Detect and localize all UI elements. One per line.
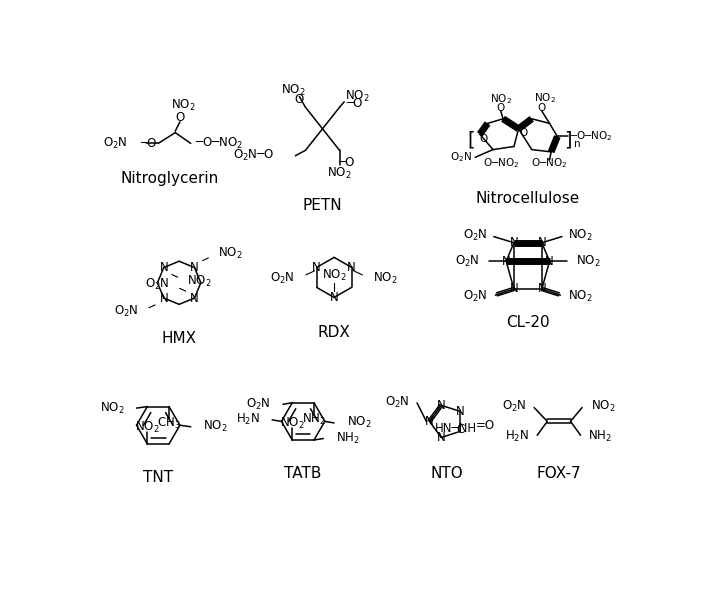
Text: N: N <box>537 282 546 295</box>
Text: O─NO$_2$: O─NO$_2$ <box>482 156 519 170</box>
Text: NO$_2$: NO$_2$ <box>568 289 593 304</box>
Text: CL-20: CL-20 <box>506 316 549 330</box>
Text: NO$_2$: NO$_2$ <box>373 271 398 287</box>
Text: O: O <box>480 134 488 144</box>
Text: C: C <box>456 423 464 436</box>
Text: NO$_2$: NO$_2$ <box>322 268 346 284</box>
Text: NO$_2$: NO$_2$ <box>281 83 305 98</box>
Text: NO$_2$: NO$_2$ <box>576 254 600 269</box>
Text: N: N <box>347 261 356 274</box>
Text: N: N <box>437 399 446 412</box>
Text: O: O <box>175 111 184 124</box>
Text: NO$_2$: NO$_2$ <box>135 419 160 435</box>
Text: ─O─NO$_2$: ─O─NO$_2$ <box>570 130 613 143</box>
Text: NO$_2$: NO$_2$ <box>217 246 243 261</box>
Text: ─O: ─O <box>140 137 157 150</box>
Text: N: N <box>437 431 446 444</box>
Text: NO$_2$: NO$_2$ <box>328 166 352 181</box>
Text: PETN: PETN <box>302 198 342 213</box>
Text: HN─NH: HN─NH <box>436 422 477 435</box>
Text: N: N <box>190 291 199 304</box>
Text: ─O: ─O <box>338 156 354 169</box>
Text: N: N <box>537 236 546 249</box>
Text: N: N <box>510 282 518 295</box>
Text: N: N <box>456 405 464 418</box>
Text: NO$_2$: NO$_2$ <box>345 89 369 104</box>
Text: NH$_2$: NH$_2$ <box>588 429 612 445</box>
Text: O: O <box>538 103 546 113</box>
Text: O$_2$N: O$_2$N <box>384 395 409 410</box>
Text: NO$_2$: NO$_2$ <box>534 91 556 105</box>
Text: O$_2$N: O$_2$N <box>103 136 127 151</box>
Text: NO$_2$: NO$_2$ <box>568 227 593 243</box>
Text: N: N <box>312 261 321 274</box>
Text: N: N <box>159 291 168 304</box>
Text: O: O <box>294 93 304 106</box>
Text: O$_2$N: O$_2$N <box>463 289 487 304</box>
Text: H$_2$N: H$_2$N <box>235 412 260 427</box>
Text: n: n <box>575 139 581 149</box>
Text: NTO: NTO <box>430 466 463 481</box>
Text: NH$_2$: NH$_2$ <box>336 431 359 446</box>
Text: HMX: HMX <box>161 331 197 346</box>
Text: O$_2$N: O$_2$N <box>246 397 271 412</box>
Text: O$_2$N: O$_2$N <box>455 254 480 269</box>
Text: N: N <box>545 255 554 268</box>
Text: NH$_2$: NH$_2$ <box>302 412 326 427</box>
Text: Nitrocellulose: Nitrocellulose <box>476 191 580 205</box>
Text: RDX: RDX <box>318 326 351 340</box>
Text: O: O <box>497 103 505 113</box>
Text: N: N <box>425 415 434 428</box>
Text: [: [ <box>467 131 475 150</box>
Text: O$_2$N─O: O$_2$N─O <box>233 148 274 163</box>
Text: NO$_2$: NO$_2$ <box>591 398 616 414</box>
Text: TATB: TATB <box>284 466 322 481</box>
Text: NO$_2$: NO$_2$ <box>280 416 305 430</box>
Text: NO$_2$: NO$_2$ <box>490 92 512 105</box>
Text: N: N <box>330 291 338 304</box>
Text: N: N <box>190 261 199 274</box>
Text: NO$_2$: NO$_2$ <box>99 401 124 416</box>
Text: H$_2$N: H$_2$N <box>505 429 529 445</box>
Text: N: N <box>159 261 168 274</box>
Text: O$_2$N: O$_2$N <box>463 227 487 243</box>
Text: =O: =O <box>476 419 495 432</box>
Text: NO$_2$: NO$_2$ <box>171 98 195 113</box>
Text: O$_2$N: O$_2$N <box>502 398 526 414</box>
Text: O: O <box>520 128 528 137</box>
Text: FOX-7: FOX-7 <box>536 466 581 481</box>
Text: O$_2$N: O$_2$N <box>450 150 472 164</box>
Text: O─NO$_2$: O─NO$_2$ <box>531 156 567 170</box>
Text: O$_2$N: O$_2$N <box>271 271 295 287</box>
Text: NO$_2$: NO$_2$ <box>203 419 228 435</box>
Text: O$_2$N: O$_2$N <box>114 304 139 320</box>
Text: TNT: TNT <box>143 470 174 485</box>
Text: ]: ] <box>564 131 572 150</box>
Text: CH$_3$: CH$_3$ <box>157 416 181 431</box>
Text: ─O─NO$_2$: ─O─NO$_2$ <box>195 136 243 151</box>
Text: ─O: ─O <box>346 97 362 110</box>
Text: NO$_2$: NO$_2$ <box>346 416 371 430</box>
Text: O$_2$N: O$_2$N <box>145 276 170 292</box>
Text: Nitroglycerin: Nitroglycerin <box>121 171 219 186</box>
Text: N: N <box>510 236 518 249</box>
Text: N: N <box>502 255 510 268</box>
Text: NO$_2$: NO$_2$ <box>187 274 212 289</box>
